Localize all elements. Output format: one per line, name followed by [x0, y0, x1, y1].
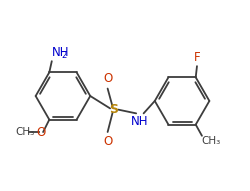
Text: F: F	[194, 51, 201, 64]
Text: O: O	[104, 72, 113, 85]
Text: CH₃: CH₃	[202, 136, 221, 146]
Text: O: O	[36, 125, 46, 138]
Text: 2: 2	[61, 51, 66, 60]
Text: S: S	[109, 103, 118, 116]
Text: O: O	[104, 135, 113, 148]
Text: NH: NH	[131, 115, 149, 128]
Text: CH₃: CH₃	[16, 127, 35, 137]
Text: NH: NH	[52, 46, 69, 59]
